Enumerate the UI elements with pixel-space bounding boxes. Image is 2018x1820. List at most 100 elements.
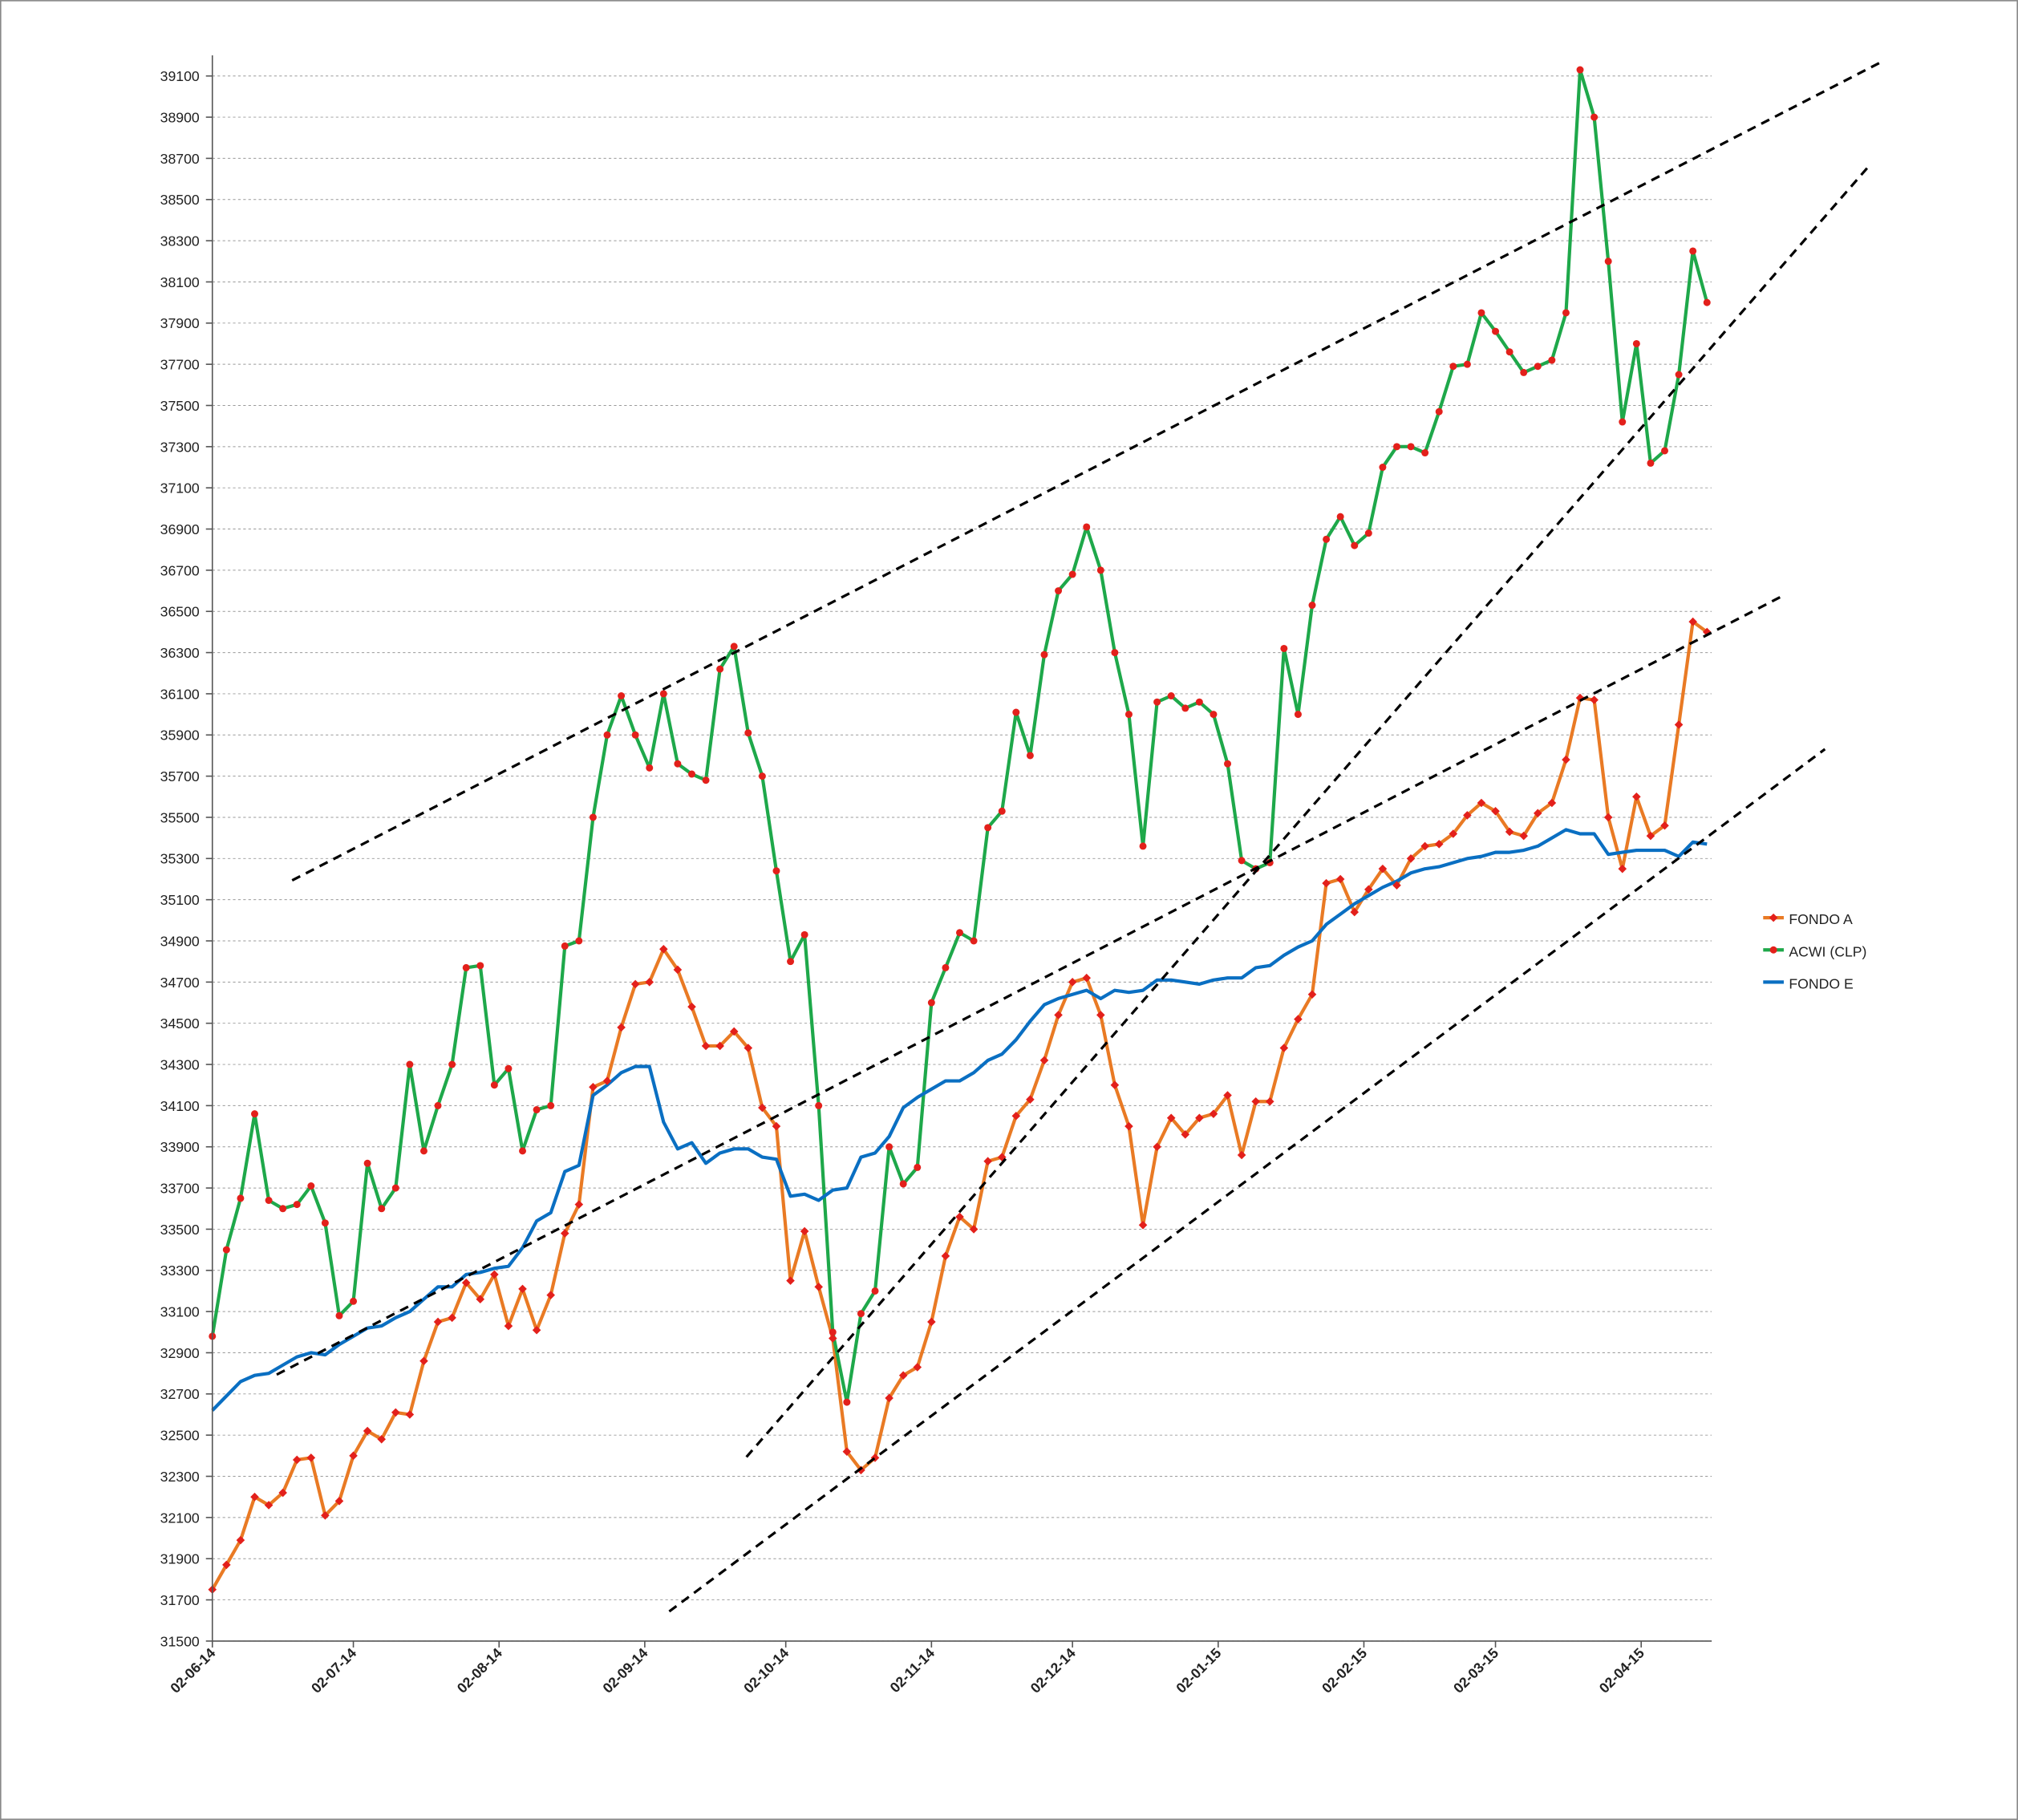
y-tick-label: 33500 [160,1222,200,1238]
trend-line [291,60,1882,882]
marker [1195,698,1203,706]
marker [1364,885,1373,894]
trend-line [668,748,1826,1613]
marker [1463,360,1471,368]
marker [998,807,1006,815]
marker [391,1408,400,1417]
marker [546,1291,555,1299]
marker [1590,695,1599,704]
marker [702,776,710,784]
marker [251,1110,258,1118]
y-tick-label: 32700 [160,1386,200,1402]
marker [1364,529,1372,537]
marker [1026,1095,1035,1104]
marker [1351,541,1359,549]
marker [800,930,808,938]
marker [1477,798,1486,808]
marker [518,1284,527,1294]
marker [1068,978,1077,987]
marker [1153,1142,1161,1152]
marker [1039,1056,1049,1065]
marker [1280,644,1288,652]
marker [1603,813,1613,822]
marker [1083,523,1091,531]
marker [547,1101,555,1109]
marker [292,1455,302,1465]
marker [1491,806,1500,816]
marker [1534,363,1542,371]
legend-marker [1769,946,1777,954]
marker [589,813,597,821]
marker [1139,842,1147,850]
y-tick-label: 36100 [160,686,200,702]
y-tick-label: 36500 [160,604,200,620]
y-tick-label: 31500 [160,1633,200,1649]
marker [1210,711,1218,719]
marker [687,770,695,778]
marker [476,962,484,970]
marker [490,1270,499,1279]
legend-marker [1769,913,1778,922]
marker [363,1159,371,1167]
marker [1209,1109,1218,1118]
marker [1505,348,1514,356]
marker [1618,864,1627,874]
marker [1237,1150,1246,1160]
marker [885,1143,894,1151]
marker [814,1283,823,1291]
y-tick-label: 31900 [160,1551,200,1567]
marker [419,1356,428,1366]
marker [1379,464,1387,472]
marker [1110,1080,1120,1090]
marker [307,1182,315,1190]
trend-line [276,594,1784,1376]
marker [1111,649,1119,657]
marker [1223,1091,1232,1100]
marker [603,731,611,739]
marker [1040,651,1048,659]
y-tick-label: 38100 [160,274,200,290]
marker [279,1205,287,1213]
marker [659,690,667,698]
y-tick-label: 35500 [160,809,200,825]
marker [870,1453,880,1462]
marker [730,642,738,651]
marker [1703,298,1711,306]
marker [787,958,795,966]
marker [1590,113,1599,121]
marker [532,1325,541,1335]
marker [1378,864,1388,874]
marker [237,1194,245,1202]
marker [1689,247,1697,255]
marker [1562,309,1570,317]
marker [321,1219,329,1227]
marker [1632,339,1640,347]
marker [772,1121,781,1131]
marker [1688,617,1697,626]
marker [701,1041,711,1051]
marker [278,1488,287,1498]
y-tick-label: 34100 [160,1098,200,1114]
marker [1294,711,1302,719]
marker [758,1103,767,1113]
marker [927,1317,936,1327]
marker [659,944,668,954]
marker [1492,327,1500,335]
marker [448,1060,456,1068]
marker [842,1447,852,1457]
marker [914,1163,922,1171]
marker [1675,371,1683,379]
marker [927,999,935,1007]
marker [969,1225,979,1234]
marker [1604,257,1612,266]
marker [899,1180,907,1188]
marker [265,1197,273,1204]
marker [236,1535,245,1545]
marker [1660,821,1669,830]
marker [391,1184,399,1192]
marker [419,1147,428,1155]
marker [1434,840,1444,849]
marker [1138,1221,1148,1230]
marker [1082,973,1092,983]
